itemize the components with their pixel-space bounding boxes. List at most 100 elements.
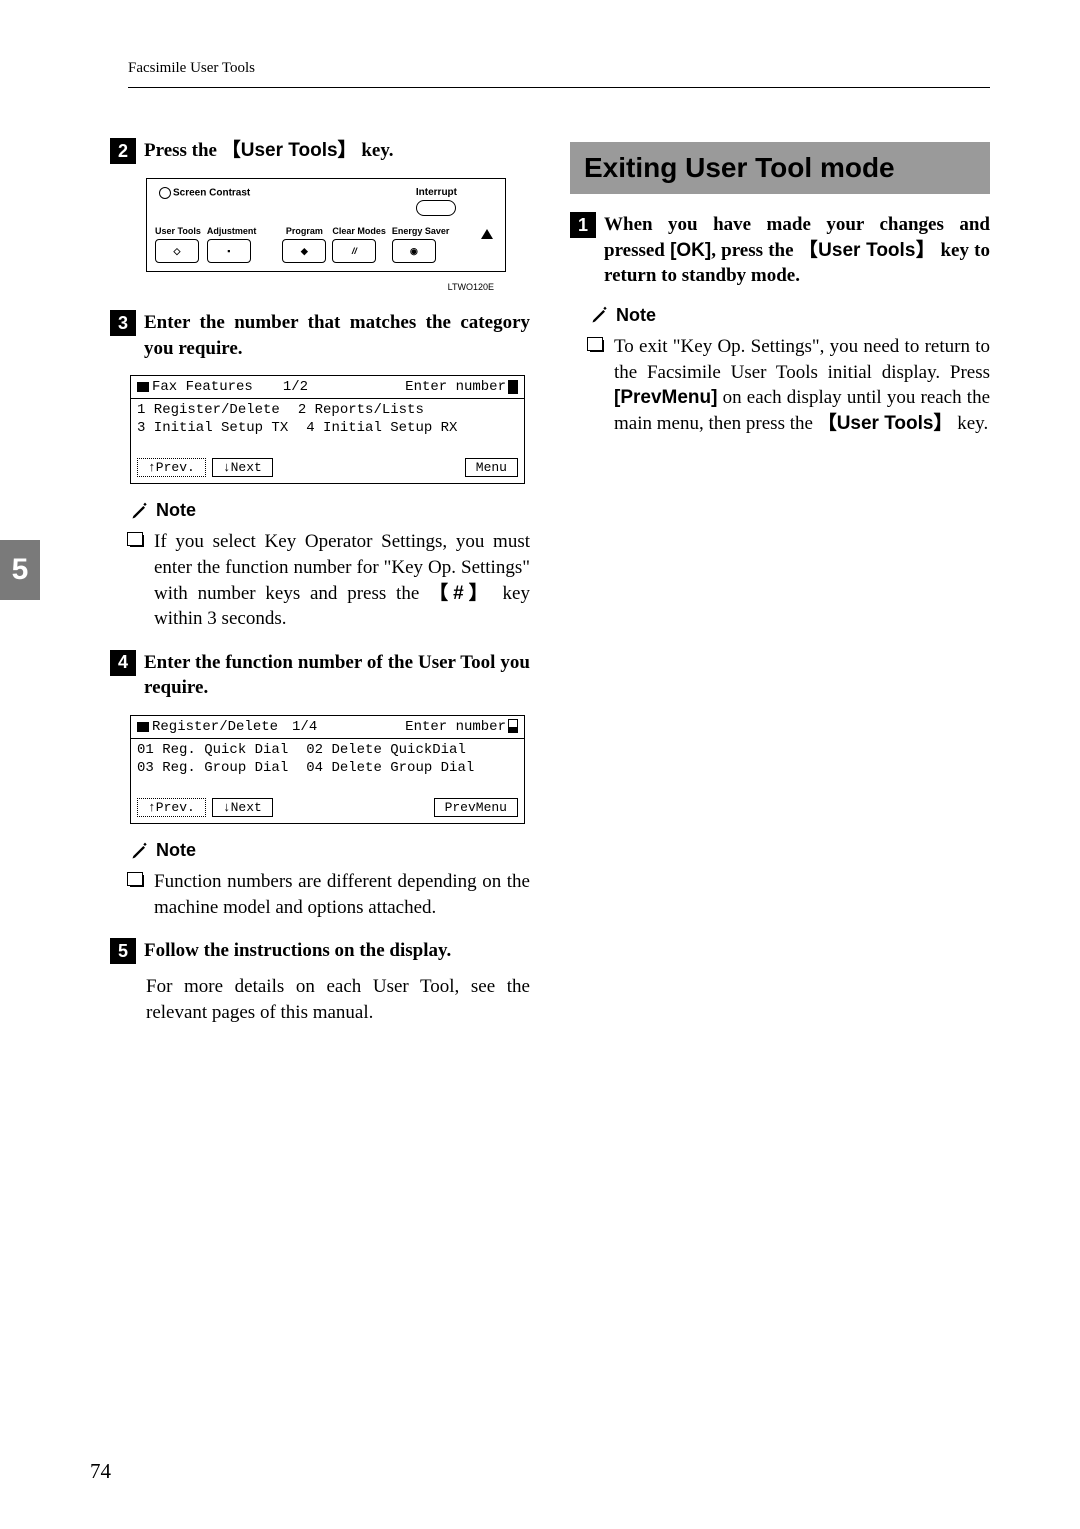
- adjustment-button-icon: ▪: [207, 239, 251, 263]
- lcd2-item2: 02 Delete QuickDial: [306, 742, 466, 758]
- lcd2-item3: 03 Reg. Group Dial: [137, 760, 288, 776]
- lcd2-buttons: ↑Prev. ↓Next PrevMenu: [131, 792, 524, 823]
- exit-note-text: To exit "Key Op. Settings", you need to …: [614, 334, 990, 437]
- note-1-label: Note: [156, 500, 196, 521]
- right-column: Exiting User Tool mode 1 When you have m…: [570, 120, 990, 1026]
- exit-note-texta: To exit "Key Op. Settings", you need to …: [614, 336, 990, 383]
- energy-saver-group: Energy Saver ◉: [392, 226, 450, 263]
- content-columns: 2 Press the 【User Tools】 key. Screen Con…: [110, 120, 990, 1026]
- pencil-icon: [130, 501, 150, 521]
- lcd-display-1: Fax Features 1/2 Enter number 1 Register…: [130, 375, 525, 484]
- lcd-doc-icon: [137, 382, 149, 392]
- step-5: 5 Follow the instructions on the display…: [110, 938, 530, 964]
- exit-step-1-text: When you have made your changes and pres…: [604, 212, 990, 289]
- lcd1-row3: 3 Initial Setup TX 4 Initial Setup RX: [131, 420, 524, 452]
- lcd-doc-icon: [137, 722, 149, 732]
- lcd1-prompt: Enter number: [405, 379, 506, 395]
- note-bullet-icon: [130, 535, 144, 547]
- step2-suffix: key.: [357, 140, 394, 161]
- program-label: Program: [282, 226, 326, 236]
- panel-top-row: Screen Contrast Interrupt: [155, 187, 497, 216]
- exit1-textb: , press the: [711, 240, 799, 261]
- exit1-ok-key: [OK]: [670, 240, 711, 261]
- step-4: 4 Enter the function number of the User …: [110, 650, 530, 701]
- lcd2-next-button: ↓Next: [212, 798, 273, 817]
- interrupt-button-icon: [416, 200, 456, 216]
- lcd2-prev-button: ↑Prev.: [137, 798, 206, 817]
- note-1-text: If you select Key Operator Settings, you…: [154, 529, 530, 632]
- step2-key: User Tools: [241, 140, 338, 161]
- lcd1-title: Fax Features: [152, 379, 253, 395]
- note-bullet-icon: [590, 340, 604, 352]
- panel-button-row: User Tools ◇ Adjustment ▪ Program ◆ Clea…: [155, 226, 497, 263]
- lcd2-item1: 01 Reg. Quick Dial: [137, 742, 288, 758]
- lcd2-title: Register/Delete: [152, 719, 278, 735]
- note-2-header: Note: [130, 840, 530, 861]
- lcd2-row2: 01 Reg. Quick Dial 02 Delete QuickDial: [131, 739, 524, 760]
- pencil-icon: [590, 305, 610, 325]
- user-tools-group: User Tools ◇: [155, 226, 201, 263]
- triangle-icon: [481, 229, 493, 239]
- exit-note-header: Note: [590, 305, 990, 326]
- step-5-text: Follow the instructions on the display.: [144, 938, 451, 964]
- note-2-body: Function numbers are different depending…: [130, 869, 530, 920]
- lcd2-prevmenu-button: PrevMenu: [434, 798, 518, 817]
- energy-saver-button-icon: ◉: [392, 239, 436, 263]
- step-3-text: Enter the number that matches the catego…: [144, 310, 530, 361]
- note-2-label: Note: [156, 840, 196, 861]
- adjustment-group: Adjustment ▪: [207, 226, 257, 263]
- lcd2-page: 1/4: [292, 719, 317, 735]
- page-header: Facsimile User Tools: [128, 60, 990, 88]
- lcd1-next-button: ↓Next: [212, 458, 273, 477]
- header-title: Facsimile User Tools: [128, 60, 990, 83]
- page-number: 74: [90, 1459, 111, 1484]
- lcd1-item4: 4 Initial Setup RX: [306, 420, 457, 436]
- lcd1-menu-button: Menu: [465, 458, 518, 477]
- adjustment-label: Adjustment: [207, 226, 257, 236]
- lcd2-header: Register/Delete 1/4 Enter number: [131, 716, 524, 739]
- note-1-body: If you select Key Operator Settings, you…: [130, 529, 530, 632]
- lcd1-item3: 3 Initial Setup TX: [137, 420, 288, 436]
- left-column: 2 Press the 【User Tools】 key. Screen Con…: [110, 120, 530, 1026]
- exit-note-label: Note: [616, 305, 656, 326]
- step-2-text: Press the 【User Tools】 key.: [144, 138, 394, 164]
- interrupt-label: Interrupt: [416, 187, 457, 198]
- step-number-3: 3: [110, 310, 136, 336]
- step-3: 3 Enter the number that matches the cate…: [110, 310, 530, 361]
- exit-note-ut-key: User Tools: [837, 413, 934, 434]
- figure-label: LTWO120E: [110, 282, 494, 292]
- screen-contrast-label: Screen Contrast: [173, 188, 250, 199]
- note-2-text: Function numbers are different depending…: [154, 869, 530, 920]
- chapter-number: 5: [12, 553, 29, 587]
- lcd-cursor-icon: [508, 380, 518, 394]
- user-tools-label: User Tools: [155, 226, 201, 236]
- lcd1-item1: 1 Register/Delete: [137, 402, 280, 418]
- exit-note-textc: key.: [953, 413, 989, 434]
- note-bullet-icon: [130, 875, 144, 887]
- pencil-icon: [130, 841, 150, 861]
- contrast-dial-icon: [159, 187, 171, 199]
- note1-key: #: [453, 583, 464, 604]
- lcd-display-2: Register/Delete 1/4 Enter number 01 Reg.…: [130, 715, 525, 824]
- lcd2-prompt-area: Enter number: [405, 719, 518, 735]
- panel-right-edge: [477, 187, 497, 263]
- step-number-4: 4: [110, 650, 136, 676]
- lcd2-item4: 04 Delete Group Dial: [306, 760, 474, 776]
- lcd1-buttons: ↑Prev. ↓Next Menu: [131, 452, 524, 483]
- lcd2-row3: 03 Reg. Group Dial 04 Delete Group Dial: [131, 760, 524, 792]
- lcd1-page: 1/2: [283, 379, 308, 395]
- lcd-cursor-half-icon: [508, 719, 518, 733]
- section-title: Exiting User Tool mode: [570, 142, 990, 194]
- clear-modes-group: Clear Modes //: [332, 226, 386, 263]
- control-panel-figure: Screen Contrast Interrupt User Tools ◇ A…: [146, 178, 506, 272]
- user-tools-button-icon: ◇: [155, 239, 199, 263]
- clear-modes-label: Clear Modes: [332, 226, 386, 236]
- exit1-ut-key: User Tools: [818, 240, 915, 261]
- program-button-icon: ◆: [282, 239, 326, 263]
- step-2: 2 Press the 【User Tools】 key.: [110, 138, 530, 164]
- program-group: Program ◆: [282, 226, 326, 263]
- screen-contrast: Screen Contrast: [159, 187, 250, 199]
- exit-step-1: 1 When you have made your changes and pr…: [570, 212, 990, 289]
- note-1-header: Note: [130, 500, 530, 521]
- lcd1-prev-button: ↑Prev.: [137, 458, 206, 477]
